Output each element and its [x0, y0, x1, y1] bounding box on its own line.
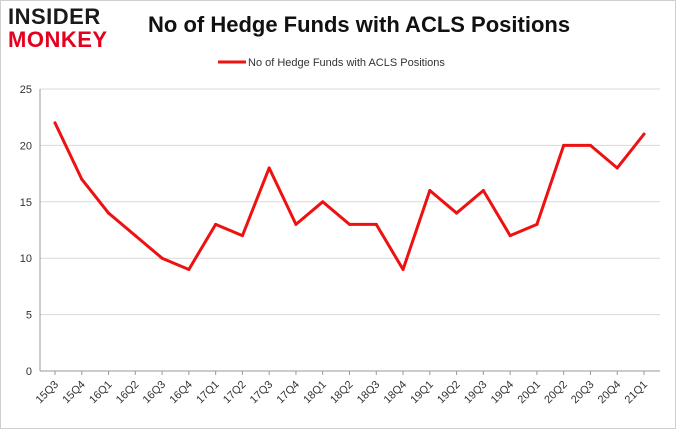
data-point-16Q3	[160, 256, 164, 260]
x-tick-label-16Q3: 16Q3	[141, 379, 169, 407]
x-tick-label-18Q3: 18Q3	[355, 379, 383, 407]
data-point-17Q2	[240, 234, 244, 238]
data-point-15Q4	[80, 177, 84, 181]
x-tick-label-19Q2: 19Q2	[435, 379, 463, 407]
data-point-17Q4	[294, 222, 298, 226]
logo-line-1: INSIDER	[8, 4, 101, 29]
data-point-18Q1	[321, 200, 325, 204]
data-point-18Q2	[348, 222, 351, 226]
data-point-20Q2	[562, 143, 566, 147]
x-tick-label-15Q4: 15Q4	[60, 379, 88, 407]
data-point-19Q1	[428, 189, 432, 193]
data-point-20Q3	[588, 143, 592, 147]
x-tick-label-17Q2: 17Q2	[221, 379, 249, 407]
y-tick-label-20: 20	[20, 140, 32, 152]
data-point-15Q3	[53, 121, 57, 125]
x-tick-label-20Q1: 20Q1	[516, 379, 544, 407]
y-tick-label-15: 15	[20, 197, 32, 209]
data-point-19Q4	[508, 234, 512, 238]
data-point-19Q2	[455, 211, 459, 215]
x-tick-label-20Q3: 20Q3	[569, 379, 597, 407]
data-point-17Q3	[267, 166, 271, 170]
x-tick-label-17Q3: 17Q3	[248, 379, 276, 407]
x-tick-label-18Q2: 18Q2	[328, 379, 356, 407]
legend-label: No of Hedge Funds with ACLS Positions	[248, 57, 445, 69]
x-tick-label-19Q4: 19Q4	[489, 379, 517, 407]
x-tick-label-20Q4: 20Q4	[596, 379, 624, 407]
x-tick-label-20Q2: 20Q2	[542, 379, 570, 407]
x-tick-label-18Q1: 18Q1	[301, 379, 329, 407]
data-point-17Q1	[214, 222, 218, 226]
y-tick-label-10: 10	[20, 253, 32, 265]
y-tick-label-0: 0	[26, 366, 32, 378]
data-point-16Q2	[133, 234, 137, 238]
data-point-16Q4	[187, 267, 191, 271]
x-tick-label-17Q1: 17Q1	[194, 379, 222, 407]
data-point-16Q1	[107, 211, 111, 215]
x-tick-label-21Q1: 21Q1	[623, 379, 651, 407]
x-tick-label-15Q3: 15Q3	[34, 379, 62, 407]
logo-line-2: MONKEY	[8, 27, 108, 52]
data-point-18Q3	[374, 222, 378, 226]
chart-title: No of Hedge Funds with ACLS Positions	[148, 12, 571, 37]
data-point-19Q3	[481, 189, 485, 193]
y-tick-label-25: 25	[20, 84, 32, 96]
x-tick-label-16Q2: 16Q2	[114, 379, 142, 407]
x-tick-label-17Q4: 17Q4	[275, 379, 303, 407]
data-point-18Q4	[401, 267, 405, 271]
series-line-0	[53, 121, 646, 271]
y-tick-label-5: 5	[26, 310, 32, 322]
x-tick-label-19Q1: 19Q1	[408, 379, 436, 407]
x-tick-label-19Q3: 19Q3	[462, 379, 490, 407]
x-tick-label-18Q4: 18Q4	[382, 379, 410, 407]
data-point-21Q1	[642, 132, 646, 136]
x-tick-label-16Q4: 16Q4	[167, 379, 195, 407]
data-point-20Q1	[535, 222, 539, 226]
x-tick-label-16Q1: 16Q1	[87, 379, 115, 407]
insider-monkey-logo: INSIDER MONKEY	[8, 6, 130, 51]
data-point-20Q4	[615, 166, 619, 170]
